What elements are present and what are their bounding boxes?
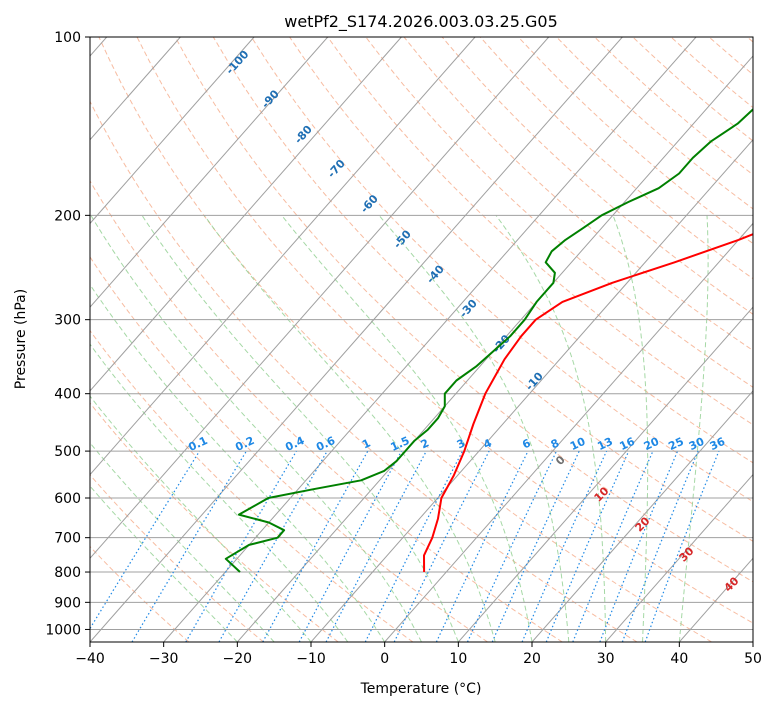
y-axis: 100 200 300 400 500 600 700 800 900 1000 (45, 30, 90, 638)
y-tick-label: 200 (54, 208, 81, 224)
x-tick-label: −20 (223, 651, 253, 667)
moist-adiabat (141, 215, 459, 642)
mixing-ratio-label: 25 (666, 435, 685, 453)
moist-adiabat (678, 215, 709, 642)
x-axis-label: Temperature (°C) (360, 681, 482, 697)
isotherm-line (90, 37, 623, 642)
moist-adiabat (495, 215, 607, 642)
dry-adiabat (90, 256, 488, 642)
x-tick-label: 30 (597, 651, 615, 667)
y-tick-label: 1000 (45, 622, 81, 638)
moist-adiabat (90, 485, 238, 642)
mixing-ratio-line (545, 450, 630, 642)
isotherm-line (384, 222, 753, 642)
moist-adiabat (90, 442, 275, 642)
x-tick-label: −40 (75, 651, 105, 667)
dry-adiabat (289, 37, 753, 464)
moist-adiabat (281, 214, 533, 642)
plot-area: 0.1 0.2 0.4 0.6 1 1.5 2 3 4 6 8 10 13 16 20 25 30 36-100-… (90, 37, 753, 642)
x-tick-label: 20 (523, 651, 541, 667)
dry-adiabat (403, 37, 753, 352)
mixing-ratio-label: 20 (642, 435, 662, 453)
x-tick-label: 50 (744, 651, 762, 667)
isotherm-line (90, 37, 550, 560)
mixing-ratio-line (218, 450, 328, 642)
moist-adiabat (90, 343, 349, 642)
isotherm-line (90, 37, 329, 308)
x-tick-label: 0 (380, 651, 389, 667)
dry-adiabat (441, 37, 753, 315)
mixing-ratio-line (298, 450, 403, 642)
mixing-ratio-line (364, 450, 464, 642)
dry-adiabat (136, 37, 753, 624)
x-tick-label: 40 (670, 651, 688, 667)
moist-adiabat (90, 395, 312, 642)
dry-adiabat (90, 179, 563, 642)
dry-adiabat (90, 100, 638, 642)
isotherm-line (90, 37, 255, 225)
dry-adiabat (250, 37, 753, 503)
mixing-ratio-line (572, 450, 654, 642)
dry-adiabat (98, 37, 712, 642)
dry-adiabat (90, 474, 264, 642)
x-tick-label: −10 (296, 651, 326, 667)
dry-adiabat (212, 37, 753, 542)
mixing-ratio-line (90, 450, 201, 630)
x-axis: −40 −30 −20 −10 0 10 20 30 40 50 (75, 642, 762, 667)
y-tick-label: 300 (54, 313, 81, 329)
temperature-profile (423, 233, 753, 573)
mixing-ratio-label: 13 (595, 435, 614, 453)
isotherm-line (90, 37, 402, 392)
mixing-ratio-line (621, 450, 699, 642)
mixing-ratio-label: 16 (618, 435, 638, 453)
mixing-ratio-line (599, 450, 679, 642)
mixing-ratio-label: 10 (568, 435, 588, 453)
isotherm-line (163, 37, 697, 642)
isotherm-line (90, 37, 476, 476)
isotherm-line (90, 37, 181, 141)
y-axis-label: Pressure (hPa) (13, 289, 29, 389)
chart-title: wetPf2_S174.2026.003.03.25.G05 (284, 12, 558, 32)
y-tick-label: 900 (54, 595, 81, 611)
mixing-ratio-label: 30 (687, 435, 707, 453)
mixing-ratio-line (262, 450, 369, 642)
dry-adiabat (90, 402, 339, 642)
mixing-ratio-line (521, 450, 608, 642)
dry-adiabat (174, 37, 753, 583)
x-tick-label: −30 (149, 651, 179, 667)
dewpoint-profile (224, 107, 753, 573)
isotherm-line (236, 55, 753, 642)
mixing-ratio-line (393, 450, 490, 642)
y-tick-label: 100 (54, 30, 81, 46)
y-tick-label: 700 (54, 531, 81, 547)
moist-adiabat (90, 215, 422, 642)
moist-adiabat (90, 283, 386, 642)
moist-adiabat (612, 215, 649, 642)
y-tick-label: 800 (54, 565, 81, 581)
isotherm-line (310, 138, 753, 642)
x-tick-label: 10 (449, 651, 467, 667)
dry-adiabat (327, 37, 753, 426)
y-tick-label: 600 (54, 491, 81, 507)
isotherm-line (457, 306, 753, 642)
y-tick-label: 500 (54, 444, 81, 460)
y-tick-label: 400 (54, 387, 81, 403)
mixing-ratio-label: 36 (708, 435, 728, 453)
mixing-ratio-line (644, 450, 720, 642)
isotherm-line (531, 390, 753, 642)
plot-frame (89, 36, 754, 643)
isotherm-line (605, 473, 753, 642)
